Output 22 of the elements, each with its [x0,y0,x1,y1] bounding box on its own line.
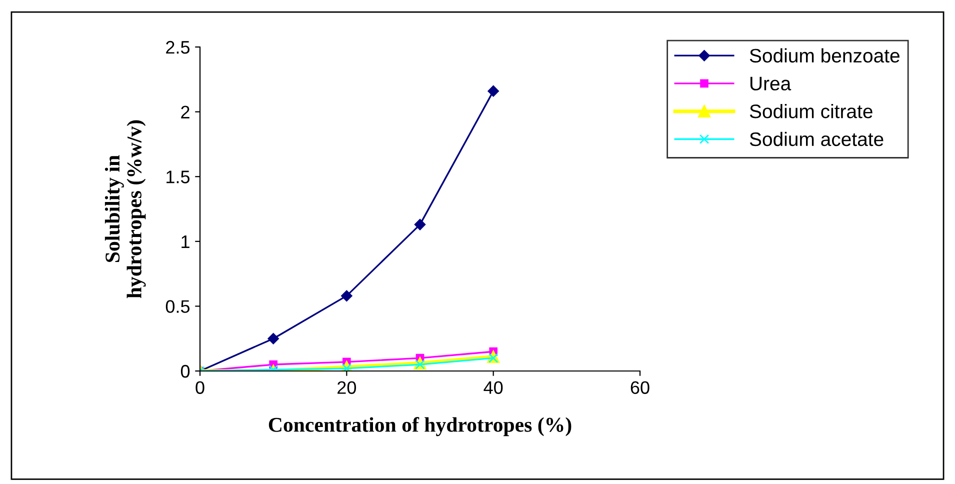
point [341,290,352,302]
y-tick-label: 2 [181,106,190,118]
y-tick-label: 0 [180,364,190,378]
y-tick-label: 2.5 [166,40,190,54]
legend-label: Sodium acetate [750,132,884,146]
x-tick-label: 40 [484,381,503,394]
legend-label: Sodium benzoate [750,48,900,63]
point [342,364,352,371]
point [268,332,279,344]
legend-label: Sodium citrate [750,104,872,118]
legend-label: Urea [750,76,792,90]
y-tick-label: 1.5 [166,170,190,184]
y-axis-title: Solubility in hydrotropes (%w/v) [104,120,146,298]
y-tick-label: 1 [182,236,190,248]
x-tick-label: 20 [338,381,356,394]
x-tick-label: 0 [196,381,204,394]
x-axis-title: Concentration of hydrotropes (%) [268,417,572,436]
point [488,353,498,363]
point [414,218,426,230]
x-tick-label: 60 [630,381,650,394]
point [488,85,499,97]
y-tick-label: 0.5 [166,300,190,313]
